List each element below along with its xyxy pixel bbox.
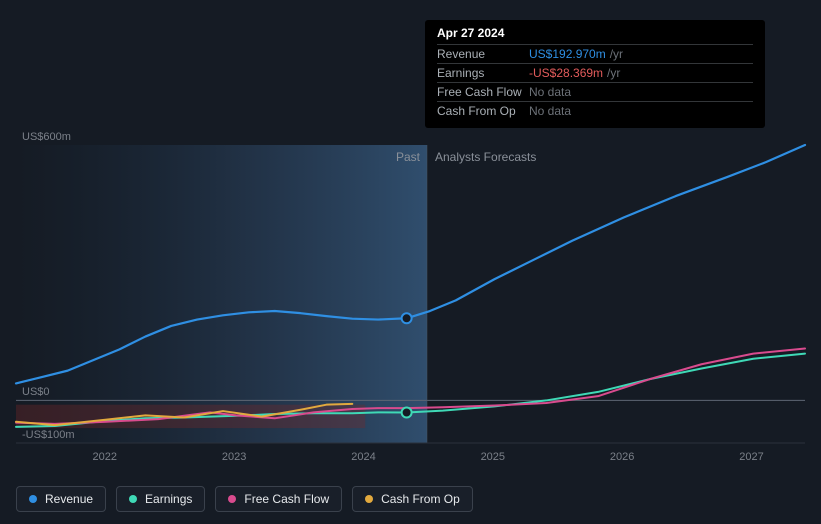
tooltip-row: Earnings-US$28.369m/yr — [437, 63, 753, 82]
x-axis-tick: 2025 — [481, 451, 505, 463]
forecast-region-label: Analysts Forecasts — [435, 150, 536, 164]
x-axis-tick: 2022 — [93, 451, 117, 463]
tooltip-row-label: Free Cash Flow — [437, 85, 529, 99]
legend-item-label: Earnings — [145, 492, 192, 506]
legend-item-label: Free Cash Flow — [244, 492, 329, 506]
x-axis-tick: 2026 — [610, 451, 634, 463]
tooltip-row-label: Cash From Op — [437, 104, 529, 118]
x-axis-tick: 2023 — [222, 451, 246, 463]
tooltip-row-value: US$192.970m — [529, 47, 606, 61]
x-axis-tick: 2024 — [351, 451, 375, 463]
legend-item-label: Cash From Op — [381, 492, 460, 506]
tooltip-row-unit: /yr — [607, 66, 620, 80]
x-axis-tick: 2027 — [739, 451, 763, 463]
legend-item-revenue[interactable]: Revenue — [16, 486, 106, 512]
legend-item-earnings[interactable]: Earnings — [116, 486, 205, 512]
tooltip-row-value: -US$28.369m — [529, 66, 603, 80]
tooltip-row: Cash From OpNo data — [437, 101, 753, 120]
legend-dot-icon — [365, 495, 373, 503]
marker-revenue — [402, 313, 412, 323]
tooltip-row-value: No data — [529, 85, 571, 99]
hover-tooltip: Apr 27 2024 RevenueUS$192.970m/yrEarning… — [425, 20, 765, 128]
y-axis-tick: US$600m — [22, 131, 71, 143]
legend-dot-icon — [129, 495, 137, 503]
marker-earnings — [402, 408, 412, 418]
financial-forecast-chart: Past Analysts Forecasts Apr 27 2024 Reve… — [0, 0, 821, 524]
legend-dot-icon — [29, 495, 37, 503]
y-axis-tick: US$0 — [22, 386, 50, 398]
tooltip-row-unit: /yr — [610, 47, 623, 61]
tooltip-row: Free Cash FlowNo data — [437, 82, 753, 101]
legend-item-label: Revenue — [45, 492, 93, 506]
tooltip-row-label: Earnings — [437, 66, 529, 80]
tooltip-row-label: Revenue — [437, 47, 529, 61]
tooltip-row-value: No data — [529, 104, 571, 118]
tooltip-row: RevenueUS$192.970m/yr — [437, 44, 753, 63]
legend-dot-icon — [228, 495, 236, 503]
past-region-label: Past — [389, 150, 420, 164]
legend: Revenue Earnings Free Cash Flow Cash From O… — [16, 486, 473, 512]
legend-item-cfo[interactable]: Cash From Op — [352, 486, 473, 512]
legend-item-fcf[interactable]: Free Cash Flow — [215, 486, 342, 512]
tooltip-date: Apr 27 2024 — [437, 26, 753, 44]
y-axis-tick: -US$100m — [22, 429, 75, 441]
